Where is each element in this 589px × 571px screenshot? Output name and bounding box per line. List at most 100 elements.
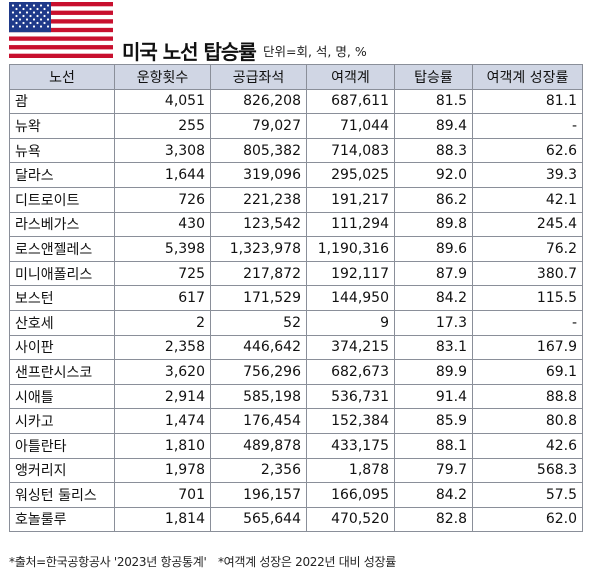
table-cell: 191,217 <box>306 186 395 213</box>
table-cell: 5,398 <box>114 236 211 262</box>
table-cell: 2,914 <box>114 383 211 410</box>
table-cell: 726 <box>114 186 211 213</box>
route-name-cell: 시카고 <box>9 408 115 434</box>
table-cell: 1,190,316 <box>306 236 395 262</box>
table-cell: 568.3 <box>472 457 583 484</box>
table-cell: 81.1 <box>472 88 583 115</box>
route-name-cell: 시애틀 <box>9 383 115 410</box>
table-cell: 80.8 <box>472 408 583 434</box>
table-cell: 295,025 <box>306 162 395 188</box>
route-name-cell: 보스턴 <box>9 285 115 311</box>
table-cell: 192,117 <box>306 260 395 287</box>
table-cell: 144,950 <box>306 285 395 311</box>
table-row: 워싱턴 둘리스 701 196,157 166,095 84.2 57.5 <box>9 482 583 508</box>
route-name-cell: 괌 <box>9 88 115 115</box>
table-cell: 89.8 <box>394 211 473 238</box>
table-row: 뉴왁 255 79,027 71,044 89.4- <box>9 113 583 139</box>
table-cell: 86.2 <box>394 186 473 213</box>
table-cell: 17.3 <box>394 309 473 336</box>
table-row: 로스앤젤레스 5,398 1,323,978 1,190,316 89.6 76.2 <box>9 236 583 262</box>
table-cell: 85.9 <box>394 408 473 434</box>
table-cell: 9 <box>306 309 395 336</box>
table-cell: 88.1 <box>394 432 473 459</box>
table-cell: 714,083 <box>306 137 395 164</box>
table-cell: 2,358 <box>114 334 211 361</box>
header: 미국 노선 탑승률 단위=회, 석, 명, % <box>0 0 589 64</box>
table-cell: 62.6 <box>472 137 583 164</box>
table-cell: 701 <box>114 482 211 508</box>
page-title: 미국 노선 탑승률 <box>122 40 257 64</box>
column-header: 탑승률 <box>394 64 473 90</box>
table-row: 사이판 2,358 446,642 374,215 83.1 167.9 <box>9 334 583 361</box>
table-cell: 82.8 <box>394 506 473 533</box>
table-cell: 489,878 <box>210 432 307 459</box>
us-flag-icon <box>9 2 113 58</box>
table-cell: 89.6 <box>394 236 473 262</box>
table-row: 보스턴 617 171,529 144,950 84.2 115.5 <box>9 285 583 311</box>
table-cell: 4,051 <box>114 88 211 115</box>
route-name-cell: 뉴욕 <box>9 137 115 164</box>
table-cell: 725 <box>114 260 211 287</box>
table-row: 샌프란시스코 3,620 756,296 682,673 89.9 69.1 <box>9 359 583 385</box>
table-cell: 374,215 <box>306 334 395 361</box>
table-cell: 319,096 <box>210 162 307 188</box>
table-cell: 115.5 <box>472 285 583 311</box>
table-cell: 826,208 <box>210 88 307 115</box>
table-cell: 111,294 <box>306 211 395 238</box>
table-row: 라스베가스 430 123,542 111,294 89.8 245.4 <box>9 211 583 238</box>
table-row: 산호세 2 52 9 17.3- <box>9 309 583 336</box>
table-cell: 470,520 <box>306 506 395 533</box>
route-name-cell: 샌프란시스코 <box>9 359 115 385</box>
table-row: 시애틀 2,914 585,198 536,731 91.4 88.8 <box>9 383 583 410</box>
route-name-cell: 디트로이트 <box>9 186 115 213</box>
route-table: 노선 운항횟수 공급좌석 여객계 탑승률 여객계 성장률 괌 4,051 826,2… <box>9 64 583 533</box>
table-cell: 79,027 <box>210 113 307 139</box>
table-row: 달라스 1,644 319,096 295,025 92.0 39.3 <box>9 162 583 188</box>
route-name-cell: 워싱턴 둘리스 <box>9 482 115 508</box>
table-cell: 84.2 <box>394 285 473 311</box>
route-name-cell: 사이판 <box>9 334 115 361</box>
table-row: 아틀란타 1,810 489,878 433,175 88.1 42.6 <box>9 432 583 459</box>
column-header: 공급좌석 <box>210 64 307 90</box>
table-cell: 76.2 <box>472 236 583 262</box>
unit-label: 단위=회, 석, 명, % <box>263 44 367 59</box>
table-cell: 682,673 <box>306 359 395 385</box>
table-cell: 92.0 <box>394 162 473 188</box>
table-cell: 62.0 <box>472 506 583 533</box>
table-cell: 245.4 <box>472 211 583 238</box>
table-header-row: 노선 운항횟수 공급좌석 여객계 탑승률 여객계 성장률 <box>9 64 583 90</box>
table-cell: 687,611 <box>306 88 395 115</box>
table-cell: 89.4 <box>394 113 473 139</box>
route-name-cell: 앵커리지 <box>9 457 115 484</box>
table-cell: 166,095 <box>306 482 395 508</box>
table-cell: 1,978 <box>114 457 211 484</box>
table-row: 디트로이트 726 221,238 191,217 86.2 42.1 <box>9 186 583 213</box>
column-header: 운항횟수 <box>114 64 211 90</box>
table-cell: 1,644 <box>114 162 211 188</box>
table-cell: 171,529 <box>210 285 307 311</box>
table-row: 미니애폴리스 725 217,872 192,117 87.9 380.7 <box>9 260 583 287</box>
table-cell: 84.2 <box>394 482 473 508</box>
table-cell: 446,642 <box>210 334 307 361</box>
table-cell: 3,620 <box>114 359 211 385</box>
table-row: 뉴욕 3,308 805,382 714,083 88.3 62.6 <box>9 137 583 164</box>
table-cell: 176,454 <box>210 408 307 434</box>
table-cell: 71,044 <box>306 113 395 139</box>
table-row: 시카고 1,474 176,454 152,384 85.9 80.8 <box>9 408 583 434</box>
table-cell: 3,308 <box>114 137 211 164</box>
table-row: 호놀룰루 1,814 565,644 470,520 82.8 62.0 <box>9 506 583 533</box>
table-cell: - <box>472 309 583 336</box>
table-cell: 167.9 <box>472 334 583 361</box>
table-cell: 1,810 <box>114 432 211 459</box>
table-cell: 89.9 <box>394 359 473 385</box>
table-cell: 88.3 <box>394 137 473 164</box>
table-cell: 123,542 <box>210 211 307 238</box>
footnote: *출처=한국공항공사 '2023년 항공통계' *여객계 성장은 2022년 대… <box>9 553 396 570</box>
column-header: 여객계 성장률 <box>472 64 583 90</box>
growth-note: *여객계 성장은 2022년 대비 성장률 <box>217 555 396 569</box>
table-cell: 565,644 <box>210 506 307 533</box>
table-cell: 756,296 <box>210 359 307 385</box>
route-name-cell: 라스베가스 <box>9 211 115 238</box>
table-cell: - <box>472 113 583 139</box>
table-cell: 81.5 <box>394 88 473 115</box>
